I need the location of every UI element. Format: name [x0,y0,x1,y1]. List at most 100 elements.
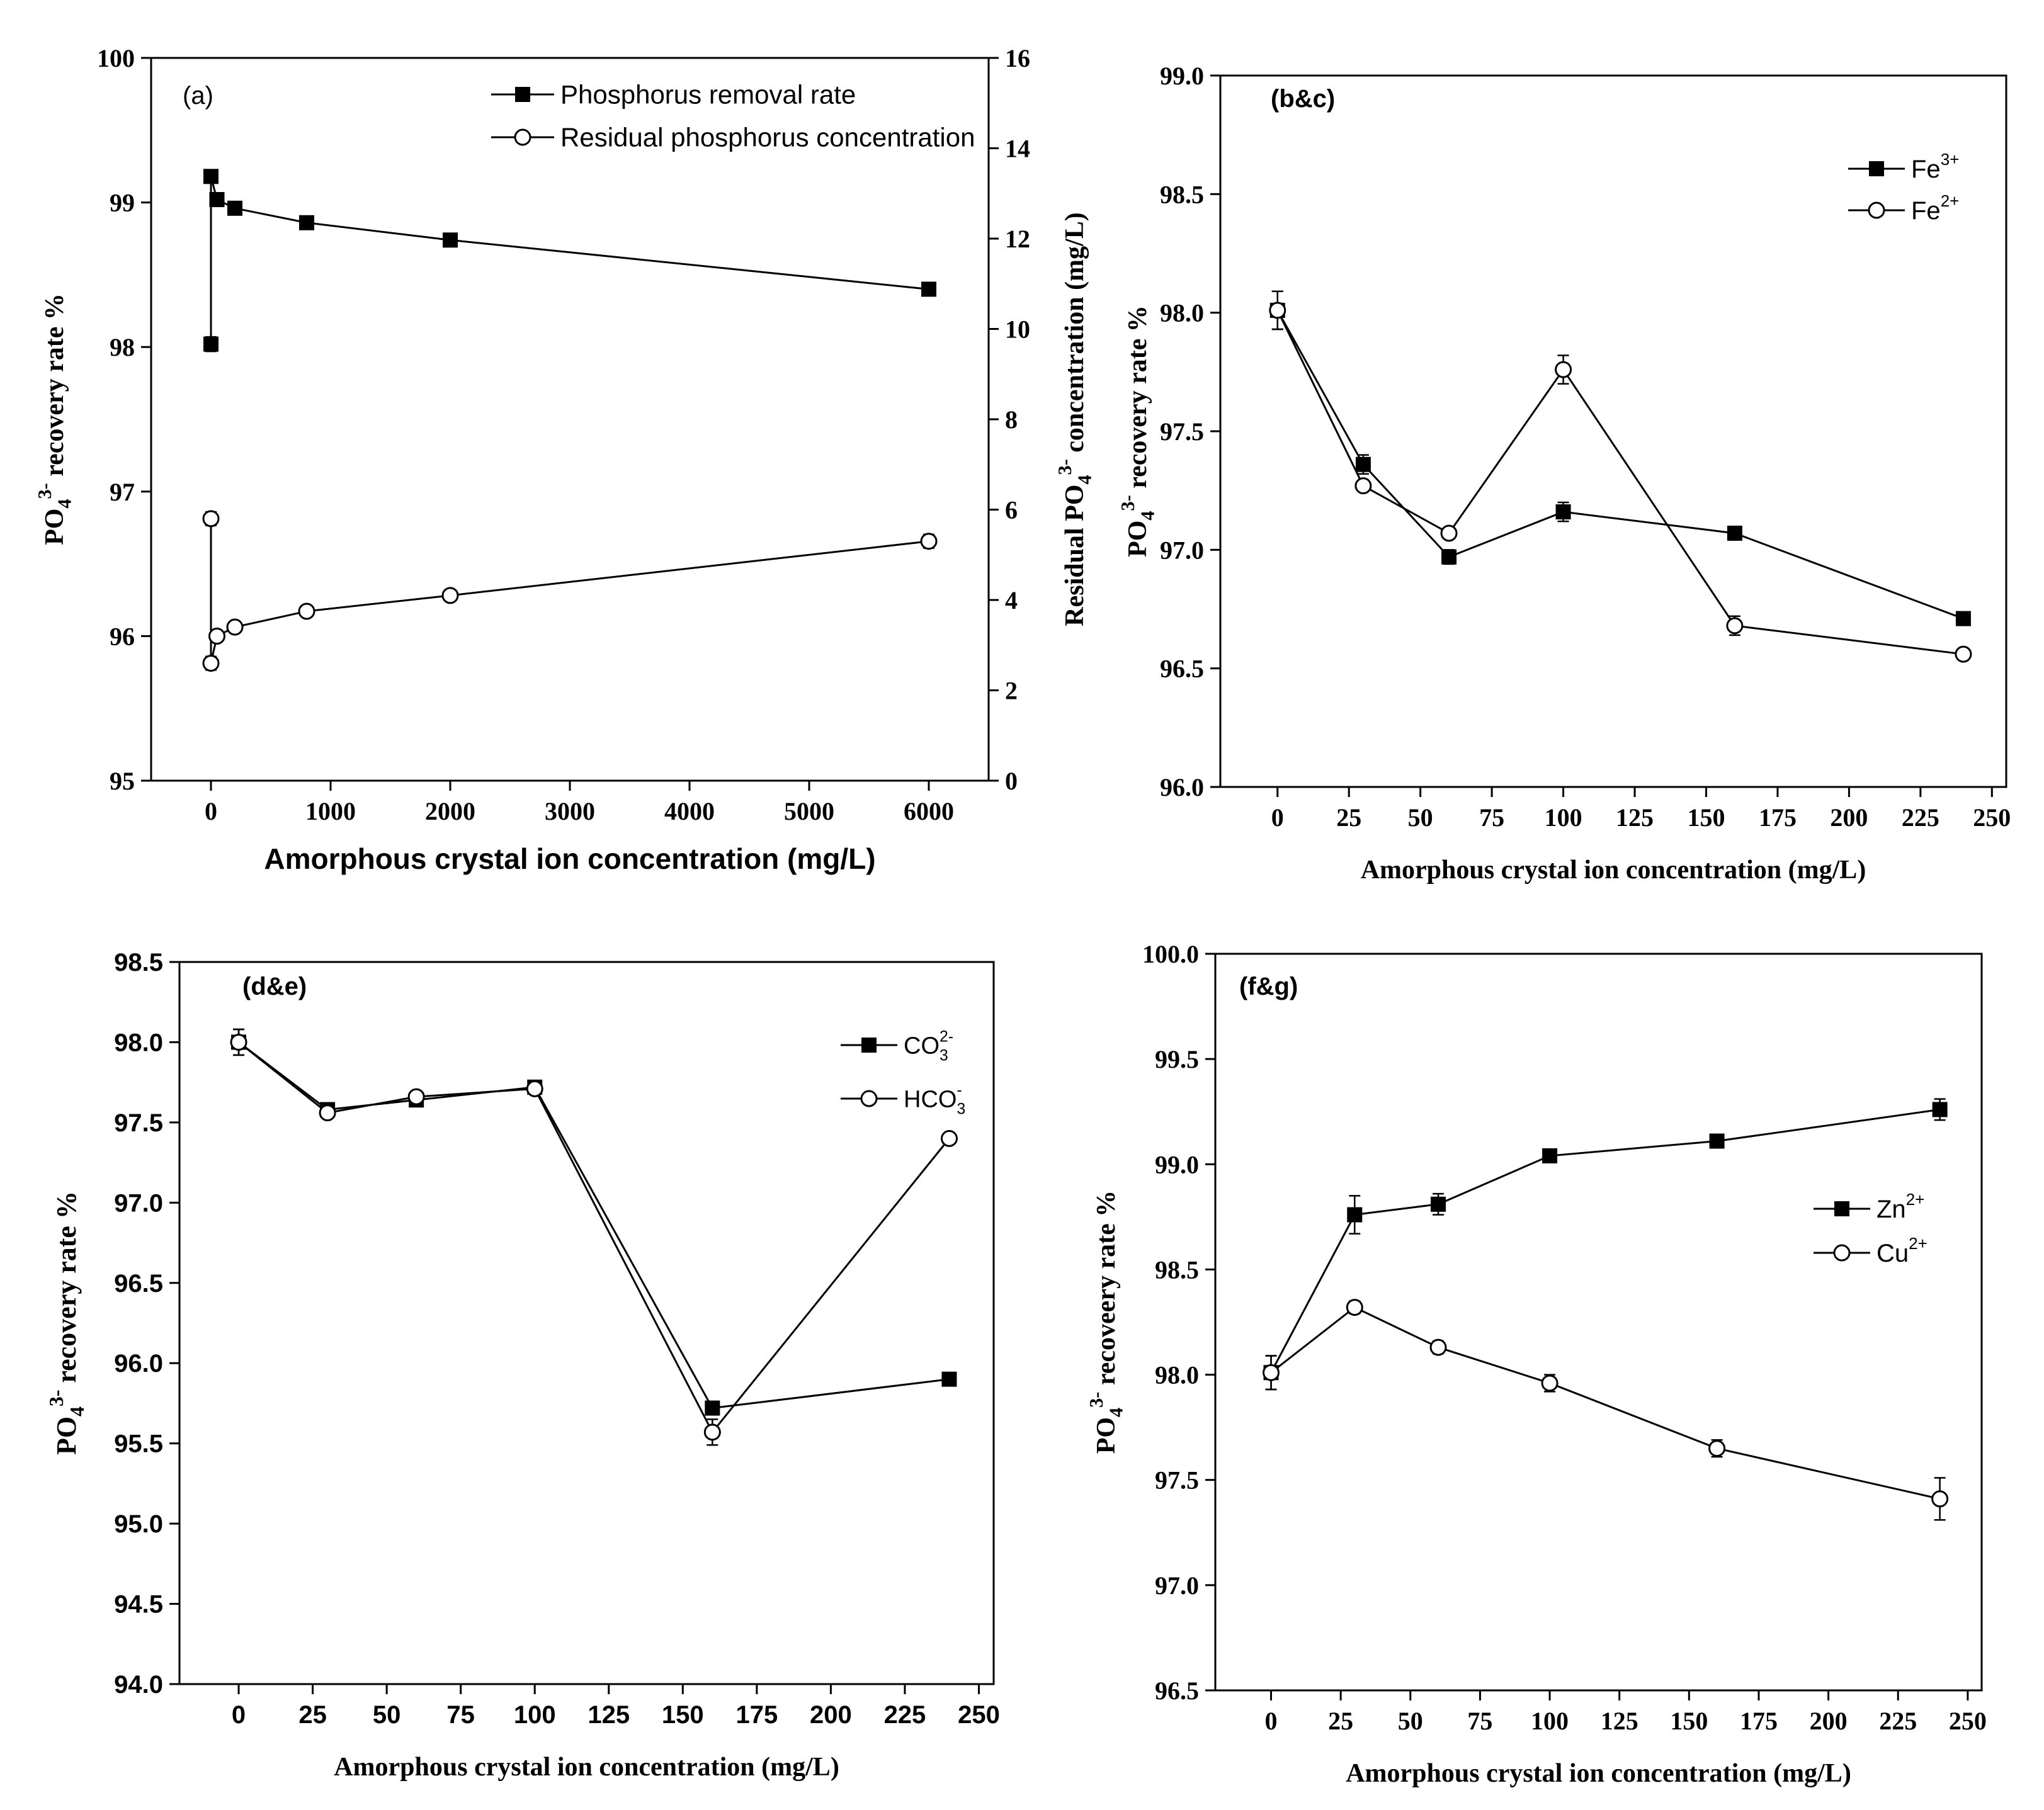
x-tick-label: 100 [1545,803,1582,832]
data-point-square [1431,1196,1446,1212]
legend-label: Fe2+ [1911,191,1959,225]
legend-label: Zn2+ [1877,1190,1924,1223]
data-point-square [203,336,219,352]
x-tick-label: 250 [958,1701,1000,1729]
data-point-circle [407,1088,425,1106]
x-axis-label: Amorphous crystal ion concentration (mg/… [1361,856,1866,885]
chart-panel-d-e: 0 25 50 75 100 125 150 175 200 225 250 94.0 94.5 95.0… [45,949,1000,1782]
data-point-circle [1263,1364,1280,1381]
data-point-square [209,192,225,208]
y-tick-label: 100 [97,44,135,72]
x-tick-label: 200 [1810,1707,1848,1735]
legend-label: CO32- [904,1028,953,1064]
x-tick-label: 1000 [305,797,356,825]
legend-marker [515,87,530,102]
x-tick-label: 2000 [425,797,475,825]
y-tick-label: 96.5 [1155,1677,1199,1705]
y-tick-label: 99 [110,189,135,217]
data-point-square [1441,549,1457,565]
data-point-circle [226,618,244,636]
y-tick-label: 97.0 [1160,536,1204,564]
data-point-square [299,215,314,230]
y-tick-label: 96.0 [1160,773,1204,801]
y-tick-label: 95.5 [114,1430,163,1458]
x-tick-label: 50 [373,1701,401,1729]
x-tick-label: 25 [1336,803,1361,832]
y-tick-label: 97.5 [114,1109,163,1137]
x-tick-label: 75 [446,1701,475,1729]
data-point-circle [1541,1374,1559,1392]
legend-marker [1869,161,1884,176]
x-tick-label: 125 [588,1701,630,1729]
series-line-1 [238,1041,950,1410]
y-tick-label: 94.5 [114,1591,163,1619]
panel-label: (f&g) [1239,973,1298,1000]
x-tick-label: 200 [810,1701,852,1729]
x-tick-label: 0 [1271,803,1284,832]
data-point-circle [1346,1299,1363,1316]
y-axis-label: PO43- recoveery rate % [1086,1191,1127,1454]
data-point-square [227,200,242,216]
data-point-square [941,1371,957,1387]
data-point-circle [703,1423,721,1441]
data-point-circle [1440,524,1458,542]
series-line-2 [210,518,929,664]
data-point-circle [1354,477,1372,495]
plot-frame [178,961,995,1685]
data-point-circle [920,533,938,550]
data-point-square [1932,1102,1948,1117]
x-tick-label: 125 [1601,1707,1638,1735]
y-tick-label: 97.0 [114,1189,163,1217]
x-tick-label: 0 [232,1701,246,1729]
x-tick-label: 175 [735,1701,778,1729]
data-point-circle [298,602,315,620]
y-tick-label: 96.0 [114,1350,163,1377]
y-tick-label: 97.5 [1160,417,1204,446]
data-point-square [1542,1148,1558,1163]
x-tick-label: 125 [1616,803,1654,832]
plot-frame [1219,74,2007,788]
chart-panel-f-g: 0 25 50 75 100 125 150 175 200 225 250 96.5 97.0 97.5… [1086,940,1987,1788]
y-tick-label: 98.5 [1160,180,1204,208]
y-tick-label: 95.0 [114,1510,163,1538]
y-axis-label: PO43- recovery rate % [1117,305,1159,557]
legend-marker [1868,201,1885,219]
y-tick-label: 98.0 [114,1029,163,1056]
y-tick-label: 99.0 [1160,62,1204,90]
x-tick-label: 3000 [545,797,595,825]
data-point-circle [441,587,459,604]
data-point-square [203,169,219,184]
y-tick-label: 95 [110,767,135,795]
data-point-square [705,1400,720,1416]
data-point-circle [1269,302,1286,319]
data-point-circle [1931,1490,1949,1508]
x-tick-label: 175 [1759,803,1797,832]
y2-tick-label: 0 [1005,767,1018,795]
series-line-2 [1276,310,1964,655]
series-line-2 [1270,1306,1940,1500]
data-point-square [1727,525,1742,541]
x-tick-label: 75 [1479,803,1504,832]
y-tick-label: 97.5 [1155,1466,1199,1495]
x-tick-label: 150 [1687,803,1725,832]
x-tick-label: 250 [1949,1707,1987,1735]
x-tick-label: 225 [1902,803,1939,832]
data-point-circle [1708,1440,1726,1457]
x-tick-label: 150 [1670,1707,1708,1735]
chart-panel-b-c: 0 25 50 75 100 125 150 175 200 225 250 96.0 96.5 97.0… [1117,62,2011,885]
series-line-1 [1270,1108,1940,1373]
x-tick-label: 75 [1467,1707,1492,1735]
x-axis-label: Amorphous crystal ion concentration (mg/… [264,842,875,875]
data-point-square [1355,456,1371,472]
data-point-circle [202,510,220,528]
chart-panel-a: 0 1000 2000 3000 4000 5000 6000959697989910002… [34,44,1096,875]
legend-label: HCO3- [904,1082,965,1117]
plot-frame [1214,953,1983,1692]
x-tick-label: 225 [884,1701,926,1729]
data-point-circle [319,1104,336,1122]
legend-marker [860,1090,878,1107]
x-tick-label: 6000 [904,797,954,825]
y2-tick-label: 6 [1005,496,1018,524]
legend-label: Cu2+ [1877,1234,1928,1267]
